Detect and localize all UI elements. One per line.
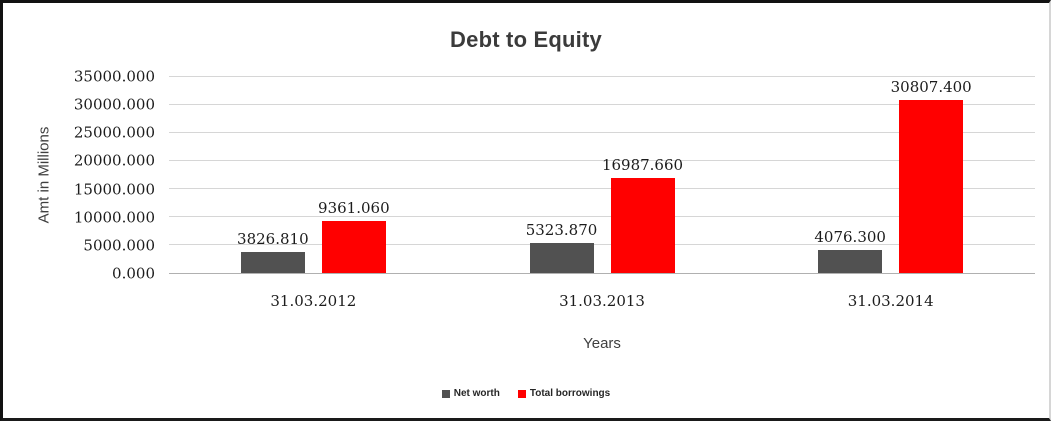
legend-swatch-icon bbox=[517, 389, 526, 398]
plot-area: 3826.810 9361.060 31.03.2012 5323.870 16987.… bbox=[169, 76, 1035, 310]
bar-total-borrowings bbox=[899, 100, 964, 273]
gridline bbox=[169, 132, 1035, 133]
bar-total-borrowings bbox=[321, 220, 386, 273]
y-axis-tick-label: 15000.000 bbox=[73, 180, 155, 199]
x-axis-title: Years bbox=[583, 335, 621, 352]
legend-swatch-icon bbox=[441, 389, 450, 398]
gridline bbox=[169, 244, 1035, 245]
data-label: 16987.660 bbox=[601, 155, 684, 174]
legend-item-net-worth: Net worth bbox=[441, 388, 500, 399]
legend-label: Net worth bbox=[453, 388, 500, 399]
gridline bbox=[169, 104, 1035, 105]
y-axis-tick-label: 25000.000 bbox=[73, 123, 155, 142]
bar-and-label: 30807.400 bbox=[891, 77, 972, 273]
y-axis-tick-labels: 0.000 5000.000 10000.000 15000.000 20000.000… bbox=[3, 69, 155, 281]
x-axis-category-label: 31.03.2012 bbox=[270, 292, 357, 310]
y-axis-tick-label: 5000.000 bbox=[83, 236, 155, 255]
bar-net-worth bbox=[818, 250, 883, 273]
data-label: 30807.400 bbox=[890, 78, 972, 97]
data-label: 9361.060 bbox=[318, 198, 390, 217]
chart-title: Debt to Equity bbox=[450, 27, 602, 52]
bar-and-label: 5323.870 bbox=[526, 77, 597, 273]
bar-net-worth bbox=[240, 251, 305, 273]
legend-label: Total borrowings bbox=[529, 388, 611, 399]
gridline bbox=[169, 76, 1035, 77]
category-group: 5323.870 16987.660 31.03.2013 bbox=[458, 77, 747, 310]
bar-and-label: 9361.060 bbox=[318, 77, 390, 273]
gridline bbox=[169, 160, 1035, 161]
y-axis-tick-label: 35000.000 bbox=[73, 67, 155, 86]
y-axis-tick-label: 10000.000 bbox=[73, 208, 155, 227]
data-label: 5323.870 bbox=[525, 221, 598, 240]
x-axis-category-label: 31.03.2013 bbox=[559, 292, 645, 310]
legend-item-total-borrowings: Total borrowings bbox=[517, 388, 611, 399]
y-axis-tick-label: 30000.000 bbox=[73, 95, 155, 114]
x-axis-category-label: 31.03.2014 bbox=[847, 292, 934, 310]
bar-groups: 3826.810 9361.060 31.03.2012 5323.870 16987.… bbox=[169, 77, 1035, 310]
y-axis-tick-label: 0.000 bbox=[112, 264, 155, 283]
y-axis-tick-label: 20000.000 bbox=[73, 151, 155, 170]
data-label: 4076.300 bbox=[814, 228, 886, 247]
data-label: 3826.810 bbox=[237, 229, 309, 248]
bar-and-label: 16987.660 bbox=[602, 77, 683, 273]
legend: Net worth Total borrowings bbox=[3, 388, 1049, 399]
category-group: 4076.300 30807.400 31.03.2014 bbox=[746, 77, 1035, 310]
category-group: 3826.810 9361.060 31.03.2012 bbox=[169, 77, 458, 310]
gridline bbox=[169, 216, 1035, 217]
bar-and-label: 4076.300 bbox=[814, 77, 886, 273]
gridline bbox=[169, 188, 1035, 189]
bar-and-label: 3826.810 bbox=[237, 77, 309, 273]
bar-net-worth bbox=[529, 243, 594, 273]
bar-total-borrowings bbox=[610, 177, 675, 273]
